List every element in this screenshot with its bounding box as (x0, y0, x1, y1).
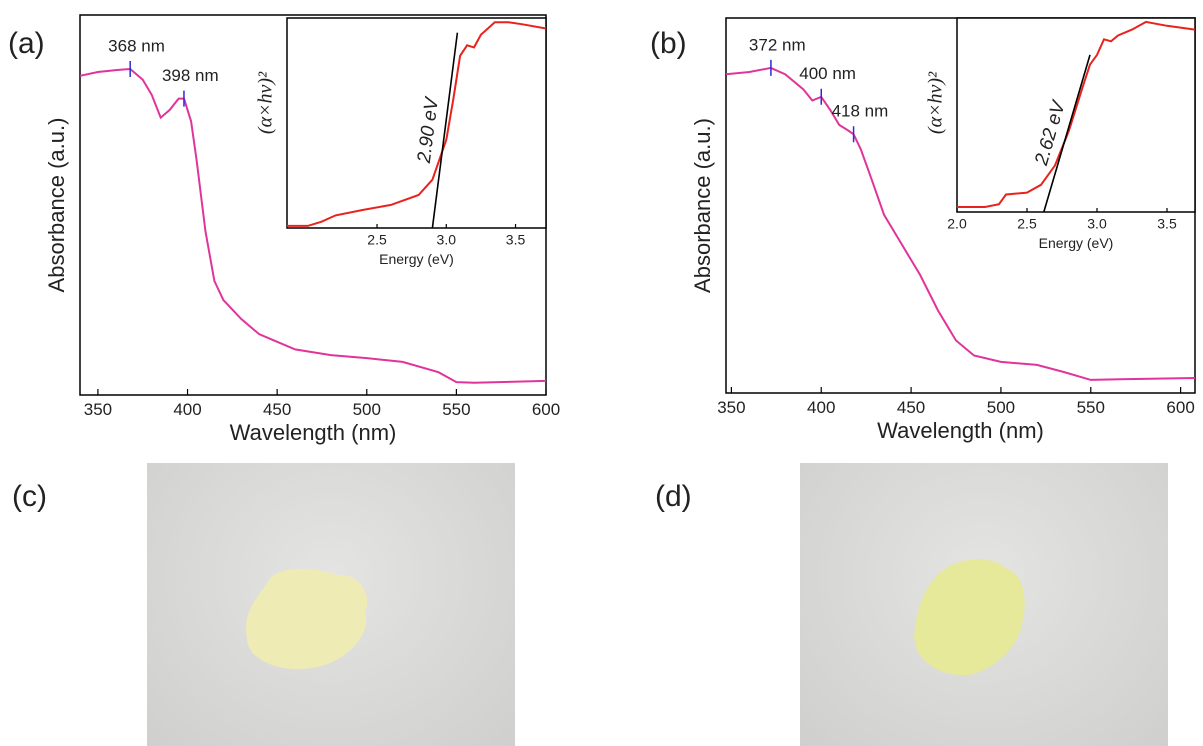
x-tick-label: 3.0 (1087, 215, 1107, 231)
x-axis-label: Wavelength (nm) (877, 418, 1044, 443)
x-tick-label: 600 (1166, 398, 1194, 417)
x-tick-label: 450 (263, 400, 291, 419)
panel-label: (b) (650, 27, 687, 60)
x-tick-label: 2.5 (1017, 215, 1037, 231)
x-tick-label: 400 (807, 398, 835, 417)
y-axis-label: Absorbance (a.u.) (44, 118, 69, 293)
inset-y-label: (α×hν)² (255, 71, 277, 134)
page: (a) (b) (c) (d) 350 400 450 500 550 600 Wavele… (0, 0, 1203, 746)
x-tick-label: 400 (173, 400, 201, 419)
panel-label: (d) (655, 480, 692, 513)
x-tick-label: 3.0 (437, 231, 457, 247)
x-tick-label: 2.0 (947, 215, 967, 231)
x-tick-label: 600 (532, 400, 560, 419)
peak-label: 398 nm (162, 66, 219, 85)
x-tick-label: 3.5 (1157, 215, 1177, 231)
x-tick-label: 500 (353, 400, 381, 419)
panel-label: (a) (8, 27, 45, 60)
x-axis-label: Wavelength (nm) (230, 420, 397, 445)
x-axis-label: Energy (eV) (379, 251, 454, 267)
x-tick-label: 500 (987, 398, 1015, 417)
inset-y-label: (α×hν)² (925, 71, 947, 134)
inset-frame (957, 18, 1195, 212)
figure: (a) (b) (c) (d) 350 400 450 500 550 600 Wavele… (0, 0, 1203, 746)
peak-label: 368 nm (108, 36, 165, 55)
x-tick-label: 450 (897, 398, 925, 417)
x-tick-label: 2.5 (367, 231, 387, 247)
x-tick-label: 550 (1077, 398, 1105, 417)
panel-label: (c) (12, 480, 47, 513)
x-tick-label: 550 (442, 400, 470, 419)
x-tick-label: 3.5 (506, 231, 526, 247)
x-tick-label: 350 (84, 400, 112, 419)
x-tick-label: 350 (717, 398, 745, 417)
peak-label: 418 nm (832, 102, 889, 121)
peak-label: 372 nm (749, 35, 806, 54)
y-axis-label: Absorbance (a.u.) (690, 118, 715, 293)
x-axis-label: Energy (eV) (1039, 235, 1114, 251)
peak-label: 400 nm (799, 64, 856, 83)
